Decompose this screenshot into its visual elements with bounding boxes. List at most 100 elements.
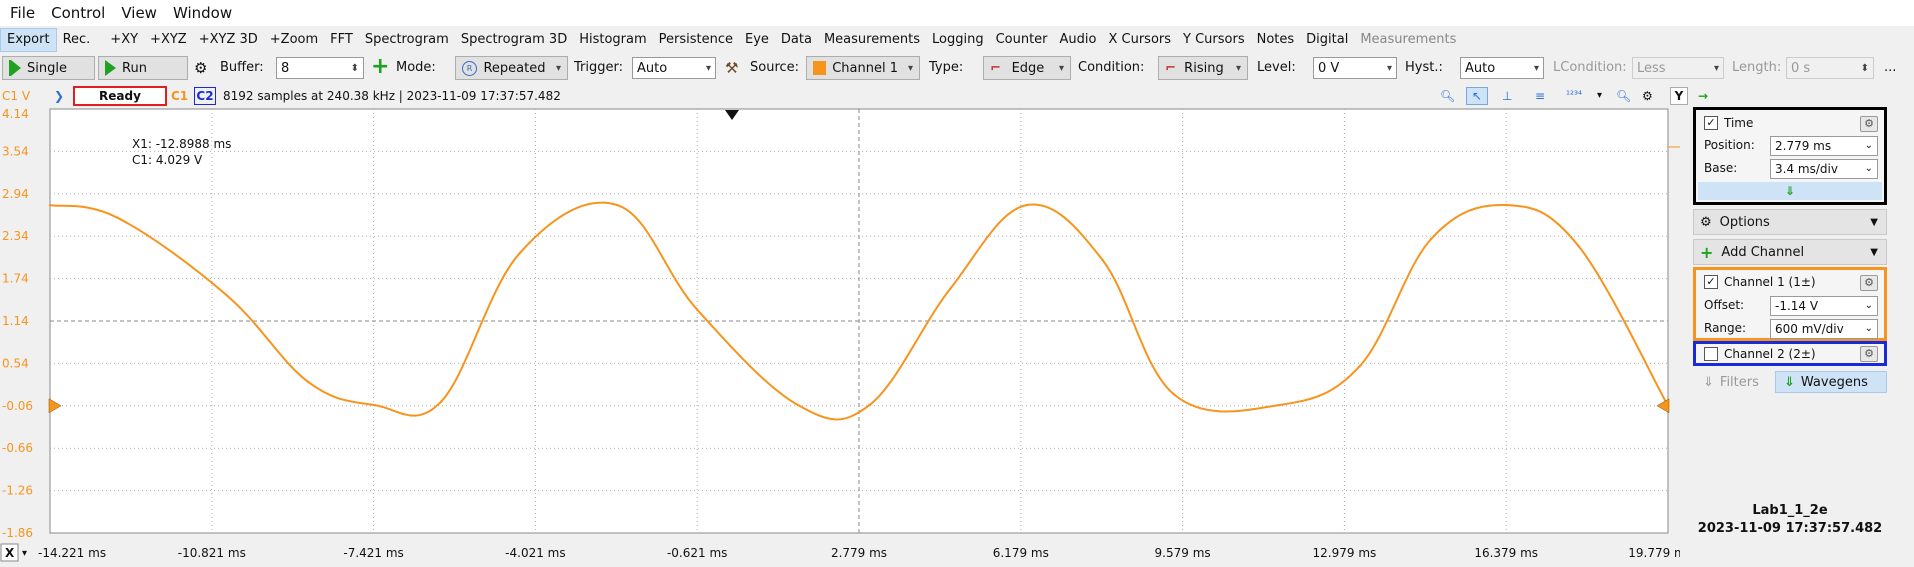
x-axis-button[interactable] [0,543,19,562]
channel2-checkbox[interactable] [1704,347,1718,361]
channel1-checkbox[interactable]: ✓ [1704,275,1718,289]
source-label: Source: [750,60,800,75]
align-icon[interactable]: ⊥ [1502,89,1513,103]
level-dropdown[interactable]: 0 V ▾ [1313,57,1397,79]
acquisition-toolbar: Single Run ⚙ Buffer: 8 ⬍ + Mode: R Repea… [0,53,1914,83]
channel1-gear-icon[interactable]: ⚙ [1860,275,1878,291]
chevron-down-icon[interactable]: ▾ [22,548,27,559]
tab-logging[interactable]: Logging [932,32,984,47]
tab-xyz-3d[interactable]: +XYZ 3D [198,32,258,47]
tab-audio[interactable]: Audio [1059,32,1097,47]
waveform-chart[interactable]: 4.14 3.54 2.94 2.34 1.74 1.14 0.54 -0.06 -0.66 -1… [0,106,1692,564]
add-channel-button[interactable]: + Add Channel ▼ [1693,239,1887,265]
y-tick-label: -1.86 [2,526,33,540]
y-axis-button[interactable]: Y [1670,87,1688,105]
hyst-value: Auto [1465,60,1496,76]
data-point [306,380,310,383]
time-expand-arrow-icon[interactable]: ⇓ [1698,182,1882,200]
menu-file[interactable]: File [10,4,36,22]
single-button[interactable]: Single [2,56,95,80]
tab-counter[interactable]: Counter [995,32,1048,47]
data-point [48,203,52,207]
chevron-right-icon[interactable]: ❯ [54,89,65,103]
tab-xy[interactable]: +XY [110,32,139,47]
range-field[interactable]: 600 mV/div ⌄ [1770,319,1878,339]
time-gear-icon[interactable]: ⚙ [1860,116,1878,132]
chevron-down-icon: ▾ [907,62,913,74]
offset-field[interactable]: -1.14 V ⌄ [1770,296,1878,316]
time-checkbox[interactable]: ✓ [1704,116,1718,130]
plot-area[interactable]: 4.14 3.54 2.94 2.34 1.74 1.14 0.54 -0.06 -0.66 -1… [0,106,1692,564]
position-field[interactable]: 2.779 ms ⌄ [1770,136,1878,156]
tab-y-cursors[interactable]: Y Cursors [1183,32,1245,47]
channel2-badge[interactable]: C2 [194,87,216,105]
zoom-out-icon[interactable]: 🔍︎ [1616,89,1632,103]
tab-xyz[interactable]: +XYZ [150,32,187,47]
level-value: 0 V [1318,60,1340,76]
tab-data[interactable]: Data [780,32,812,47]
tab-persistence[interactable]: Persistence [658,32,734,47]
tab-notes[interactable]: Notes [1256,32,1295,47]
x-tick-label: 2.779 ms [831,546,887,560]
tab-spectrogram-3d[interactable]: Spectrogram 3D [460,32,568,47]
hammer-icon[interactable]: ⚒ [725,59,739,77]
options-button[interactable]: ⚙ Options ▼ [1693,209,1887,235]
tab-fft[interactable]: FFT [330,32,353,47]
channel1-offset-marker-right[interactable] [1656,398,1670,414]
condition-dropdown[interactable]: ⌐ Rising ▾ [1158,56,1248,80]
single-play-icon [9,60,21,76]
x-tick-label: 16.379 ms [1474,546,1538,560]
tab-measurements[interactable]: Measurements [823,32,920,47]
level-label: Level: [1257,60,1296,75]
condition-label: Condition: [1078,60,1145,75]
settings-gear-icon[interactable]: ⚙ [1642,89,1653,103]
channel2-panel: Channel 2 (2±) ⚙ [1693,341,1887,366]
mode-dropdown[interactable]: R Repeated ▾ [455,56,568,80]
distribute-icon[interactable]: ≡ [1535,89,1546,103]
menu-bar: File Control View Window [0,0,1914,26]
data-point [616,203,619,207]
toolbar-more-button[interactable]: ... [1884,60,1897,75]
add-plus-icon[interactable]: + [371,54,390,79]
tab-x-cursors[interactable]: X Cursors [1108,32,1172,47]
menu-window[interactable]: Window [172,4,233,22]
chevron-down-icon[interactable]: ▾ [1597,90,1603,101]
workspace-footer: Lab1_1_2e 2023-11-09 17:37:57.482 [1693,502,1887,538]
tab-rec[interactable]: Rec. [62,32,91,47]
channel2-gear-icon[interactable]: ⚙ [1860,346,1878,362]
type-dropdown[interactable]: ⌐ Edge ▾ [983,56,1071,80]
run-button[interactable]: Run [98,56,188,80]
zoom-icon[interactable]: 🔍︎ [1440,89,1456,103]
filters-button[interactable]: ⇓ Filters [1695,371,1771,393]
number-grid-icon[interactable]: ¹²³⁴ [1566,90,1583,101]
pointer-tool-icon[interactable]: ↖ [1466,87,1488,105]
base-value: 3.4 ms/div [1775,162,1838,176]
y-tick-label: 0.54 [2,356,29,370]
trigger-dropdown[interactable]: Auto ▾ [632,57,716,79]
tab-export[interactable]: Export [0,28,57,52]
channel1-offset-marker-left[interactable] [48,398,62,414]
y-tick-label: 3.54 [2,144,29,158]
lcondition-label: LCondition: [1553,60,1627,75]
spin-arrows-icon[interactable]: ⬍ [350,62,359,74]
tab-spectrogram[interactable]: Spectrogram [364,32,449,47]
tab-zoom[interactable]: +Zoom [269,32,319,47]
wavegens-button[interactable]: ⇓ Wavegens [1775,371,1887,393]
arrow-right-icon[interactable]: → [1698,89,1709,103]
buffer-gear-icon[interactable]: ⚙ [194,59,208,77]
base-field[interactable]: 3.4 ms/div ⌄ [1770,159,1878,179]
trigger-position-marker[interactable] [725,110,739,120]
menu-view[interactable]: View [121,4,157,22]
menu-control[interactable]: Control [51,4,106,22]
tab-histogram[interactable]: Histogram [579,32,647,47]
position-row: Position: [1704,138,1755,152]
channel1-badge[interactable]: C1 [171,89,189,103]
source-dropdown[interactable]: Channel 1 ▾ [806,56,920,80]
filters-label: Filters [1719,374,1759,390]
hyst-dropdown[interactable]: Auto ▾ [1460,57,1544,79]
tab-eye[interactable]: Eye [745,32,769,47]
add-channel-label: Add Channel [1721,244,1805,260]
tab-digital[interactable]: Digital [1306,32,1349,47]
filters-arrow-icon: ⇓ [1703,374,1714,390]
buffer-spinbox[interactable]: 8 ⬍ [276,57,364,79]
